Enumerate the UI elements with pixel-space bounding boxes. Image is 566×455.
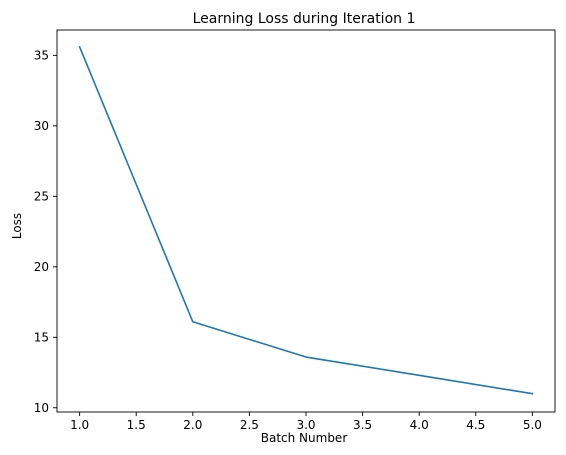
plot-frame <box>56 29 556 413</box>
x-tick-label: 3.5 <box>353 418 372 432</box>
x-axis: 1.0 1.5 2.0 2.5 3.0 3.5 4.0 4.5 5.0 <box>70 412 542 432</box>
plot-area <box>56 29 556 413</box>
y-tick-label: 35 <box>34 48 49 62</box>
y-tick-label: 15 <box>34 330 49 344</box>
x-tick-label: 4.5 <box>466 418 485 432</box>
y-axis-label: Loss <box>10 213 24 239</box>
x-tick-label: 3.0 <box>296 418 315 432</box>
y-axis: 10 15 20 25 30 35 <box>34 48 57 415</box>
chart-title: Learning Loss during Iteration 1 <box>193 11 416 27</box>
y-tick-label: 30 <box>34 119 49 133</box>
y-tick-label: 20 <box>34 260 49 274</box>
x-tick-label: 2.0 <box>183 418 202 432</box>
series-line-0 <box>78 45 534 395</box>
y-tick-label: 25 <box>34 189 49 203</box>
y-tick-label: 10 <box>34 401 49 415</box>
x-tick-label: 1.0 <box>70 418 89 432</box>
x-axis-label: Batch Number <box>261 431 348 445</box>
x-tick-label: 2.5 <box>240 418 259 432</box>
x-tick-label: 5.0 <box>523 418 542 432</box>
x-tick-label: 4.0 <box>410 418 429 432</box>
x-tick-label: 1.5 <box>127 418 146 432</box>
